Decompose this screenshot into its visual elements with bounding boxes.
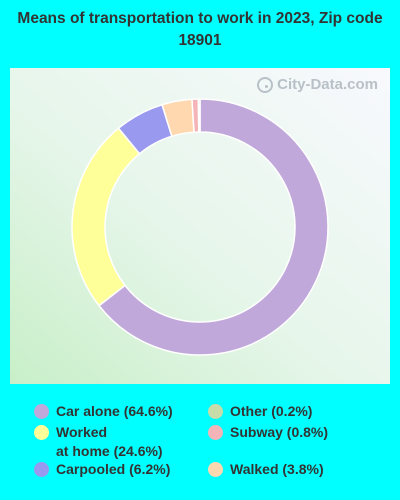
- legend-item-worked-at-home: Worked at home (24.6%): [34, 423, 163, 461]
- legend-swatch-other: [208, 404, 223, 419]
- chart-title: Means of transportation to work in 2023,…: [17, 10, 383, 49]
- city-data-logo-icon: [257, 76, 274, 93]
- legend-label-car-alone: Car alone (64.6%): [56, 403, 173, 419]
- legend-label-walked: Walked (3.8%): [230, 461, 324, 477]
- slice-car-alone: [97, 98, 329, 356]
- legend-label-subway: Subway (0.8%): [230, 424, 329, 440]
- watermark-text: City-Data.com: [277, 76, 378, 93]
- legend-swatch-carpooled: [34, 462, 49, 477]
- legend-item-walked: Walked (3.8%): [208, 460, 324, 479]
- legend-item-subway: Subway (0.8%): [208, 423, 328, 442]
- slice-worked-at-home: [71, 127, 141, 307]
- legend-item-carpooled: Carpooled (6.2%): [34, 460, 170, 479]
- legend-item-car-alone: Car alone (64.6%): [34, 402, 173, 421]
- legend-label-worked-at-home: Worked at home (24.6%): [56, 424, 163, 459]
- watermark: City-Data.com: [257, 76, 378, 93]
- legend-swatch-walked: [208, 462, 223, 477]
- legend-label-other: Other (0.2%): [230, 403, 313, 419]
- plot-area: City-Data.com: [10, 68, 390, 384]
- legend-swatch-car-alone: [34, 404, 49, 419]
- legend: Car alone (64.6%) Other (0.2%) Worked at…: [34, 402, 374, 492]
- legend-item-other: Other (0.2%): [208, 402, 312, 421]
- slice-other: [197, 98, 201, 133]
- legend-swatch-worked-at-home: [34, 425, 49, 440]
- donut-chart: [71, 98, 329, 356]
- legend-label-carpooled: Carpooled (6.2%): [56, 461, 171, 477]
- legend-swatch-subway: [208, 425, 223, 440]
